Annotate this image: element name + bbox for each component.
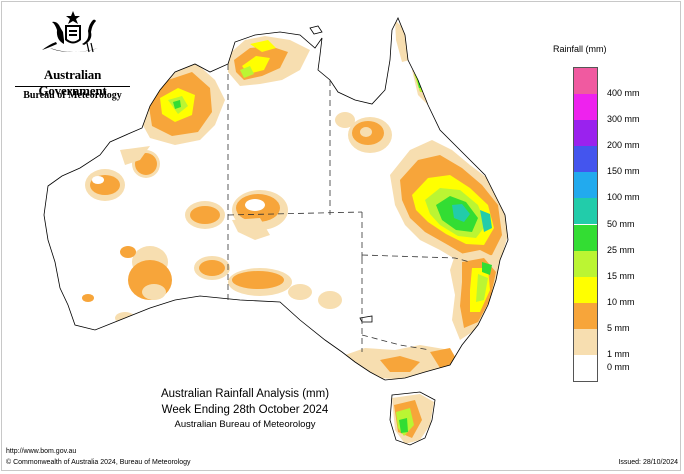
legend-swatch — [574, 94, 597, 121]
issued-date: Issued: 28/10/2024 — [618, 459, 678, 466]
coat-of-arms-icon — [42, 11, 98, 53]
legend-label: 25 mm — [607, 244, 635, 255]
legend-label: 5 mm — [607, 322, 630, 333]
legend-label: 15 mm — [607, 270, 635, 281]
legend-swatch — [574, 276, 597, 303]
bureau-name: Bureau of Meteorology — [23, 90, 122, 101]
map-period: Week Ending 28th October 2024 — [161, 404, 329, 416]
legend-swatch — [574, 250, 597, 277]
legend-label: 400 mm — [607, 88, 640, 99]
legend-label: 150 mm — [607, 166, 640, 177]
legend-swatch — [574, 302, 597, 329]
legend-swatch — [574, 354, 597, 381]
legend-label: 0 mm — [607, 361, 630, 372]
state-borders — [227, 64, 471, 352]
map-title-block: Australian Rainfall Analysis (mm) Week E… — [110, 386, 380, 431]
government-logo: Australian Government Bureau of Meteorol… — [10, 10, 135, 101]
logo-divider — [15, 86, 130, 87]
legend-swatch — [574, 120, 597, 147]
copyright-text: © Commonwealth of Australia 2024, Bureau… — [6, 459, 191, 466]
legend-swatch — [574, 224, 597, 251]
legend-title: Rainfall (mm) — [553, 44, 607, 54]
legend-swatch — [574, 172, 597, 199]
legend-swatch — [574, 198, 597, 225]
legend-swatch — [574, 68, 597, 95]
legend-label: 100 mm — [607, 192, 640, 203]
map-title: Australian Rainfall Analysis (mm) — [160, 388, 330, 400]
legend-swatch — [574, 328, 597, 355]
legend-label: 200 mm — [607, 140, 640, 151]
legend-label: 300 mm — [607, 114, 640, 125]
legend-colorbar — [573, 67, 598, 382]
coastline — [43, 17, 509, 446]
website-link[interactable]: http://www.bom.gov.au — [6, 448, 77, 455]
legend-label: 10 mm — [607, 296, 635, 307]
map-source: Australian Bureau of Meteorology — [174, 419, 316, 430]
legend-label: 1 mm — [607, 348, 630, 359]
legend-label: 50 mm — [607, 218, 635, 229]
legend-swatch — [574, 146, 597, 173]
